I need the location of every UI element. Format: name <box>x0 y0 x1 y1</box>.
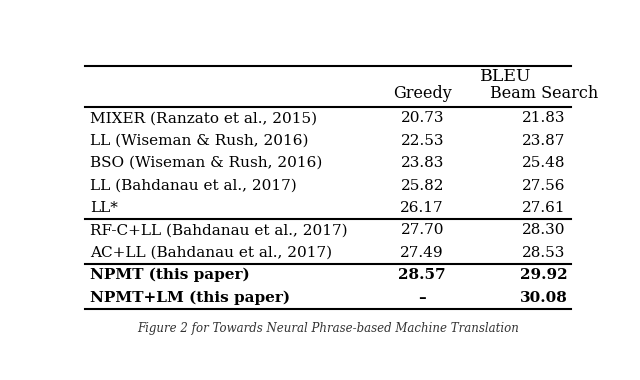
Text: 28.57: 28.57 <box>399 268 446 282</box>
Text: Figure 2 for Towards Neural Phrase-based Machine Translation: Figure 2 for Towards Neural Phrase-based… <box>137 322 519 335</box>
Text: BLEU: BLEU <box>479 68 531 84</box>
Text: Beam Search: Beam Search <box>490 85 598 102</box>
Text: 30.08: 30.08 <box>520 291 568 305</box>
Text: 27.49: 27.49 <box>401 246 444 260</box>
Text: RF-C+LL (Bahdanau et al., 2017): RF-C+LL (Bahdanau et al., 2017) <box>90 223 348 238</box>
Text: 21.83: 21.83 <box>522 111 566 125</box>
Text: AC+LL (Bahdanau et al., 2017): AC+LL (Bahdanau et al., 2017) <box>90 246 332 260</box>
Text: 25.82: 25.82 <box>401 179 444 193</box>
Text: 26.17: 26.17 <box>401 201 444 215</box>
Text: 29.92: 29.92 <box>520 268 568 282</box>
Text: 28.53: 28.53 <box>522 246 566 260</box>
Text: 25.48: 25.48 <box>522 156 566 170</box>
Text: 23.87: 23.87 <box>522 134 566 148</box>
Text: NPMT (this paper): NPMT (this paper) <box>90 268 250 282</box>
Text: NPMT+LM (this paper): NPMT+LM (this paper) <box>90 291 290 305</box>
Text: –: – <box>419 291 426 305</box>
Text: 23.83: 23.83 <box>401 156 444 170</box>
Text: Greedy: Greedy <box>393 85 452 102</box>
Text: 28.30: 28.30 <box>522 223 566 238</box>
Text: BSO (Wiseman & Rush, 2016): BSO (Wiseman & Rush, 2016) <box>90 156 323 170</box>
Text: 27.56: 27.56 <box>522 179 566 193</box>
Text: 27.70: 27.70 <box>401 223 444 238</box>
Text: LL*: LL* <box>90 201 118 215</box>
Text: MIXER (Ranzato et al., 2015): MIXER (Ranzato et al., 2015) <box>90 111 317 125</box>
Text: LL (Wiseman & Rush, 2016): LL (Wiseman & Rush, 2016) <box>90 134 308 148</box>
Text: 27.61: 27.61 <box>522 201 566 215</box>
Text: 22.53: 22.53 <box>401 134 444 148</box>
Text: 20.73: 20.73 <box>401 111 444 125</box>
Text: LL (Bahdanau et al., 2017): LL (Bahdanau et al., 2017) <box>90 179 297 193</box>
